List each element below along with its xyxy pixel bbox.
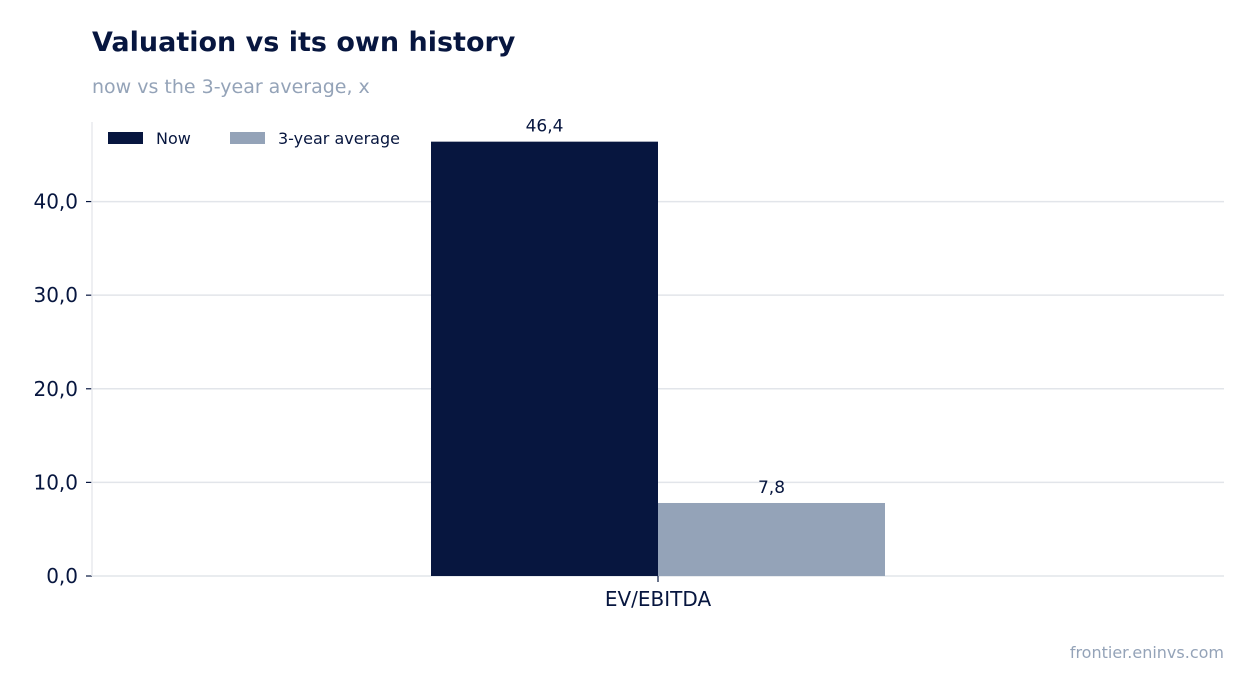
source-note: frontier.eninvs.com — [1069, 643, 1224, 662]
bar-3-year-average — [658, 502, 885, 576]
axes: 0,0 10,0 20,0 30,0 40,0 EV/EBITDA — [33, 122, 711, 611]
data-label: 46,4 — [526, 117, 564, 137]
y-tick-label: 10,0 — [33, 470, 78, 494]
chart-subtitle: now vs the 3-year average, x — [92, 76, 370, 98]
legend-label: Now — [156, 129, 191, 148]
y-tick-label: 0,0 — [46, 564, 78, 588]
y-tick-label: 40,0 — [33, 190, 78, 214]
legend: Now 3-year average — [108, 129, 400, 148]
legend-swatch — [108, 132, 143, 144]
bars — [431, 141, 885, 577]
data-labels: 46,4 7,8 — [526, 117, 785, 498]
bar-now — [431, 141, 658, 577]
legend-swatch — [230, 132, 265, 144]
data-label: 7,8 — [758, 478, 785, 498]
legend-label: 3-year average — [278, 129, 400, 148]
x-tick-label: EV/EBITDA — [605, 587, 712, 611]
y-tick-label: 30,0 — [33, 283, 78, 307]
chart-title: Valuation vs its own history — [92, 27, 516, 58]
y-tick-label: 20,0 — [33, 377, 78, 401]
